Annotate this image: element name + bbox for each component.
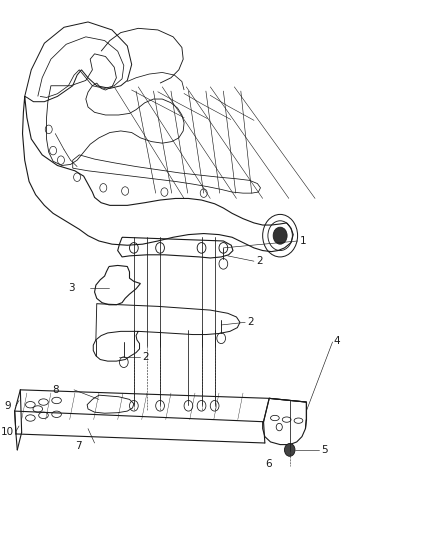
Text: 6: 6 [265,459,272,469]
Text: 7: 7 [75,441,81,451]
Text: 3: 3 [68,283,75,293]
Text: 5: 5 [321,445,328,455]
Text: 9: 9 [4,401,11,411]
Circle shape [285,443,295,456]
Text: 8: 8 [52,385,59,395]
Text: 4: 4 [333,336,340,346]
Text: 2: 2 [143,352,149,362]
Text: 10: 10 [1,427,14,438]
Text: 2: 2 [256,256,263,266]
Text: 2: 2 [247,317,254,327]
Circle shape [273,227,287,244]
Text: 1: 1 [300,236,307,246]
